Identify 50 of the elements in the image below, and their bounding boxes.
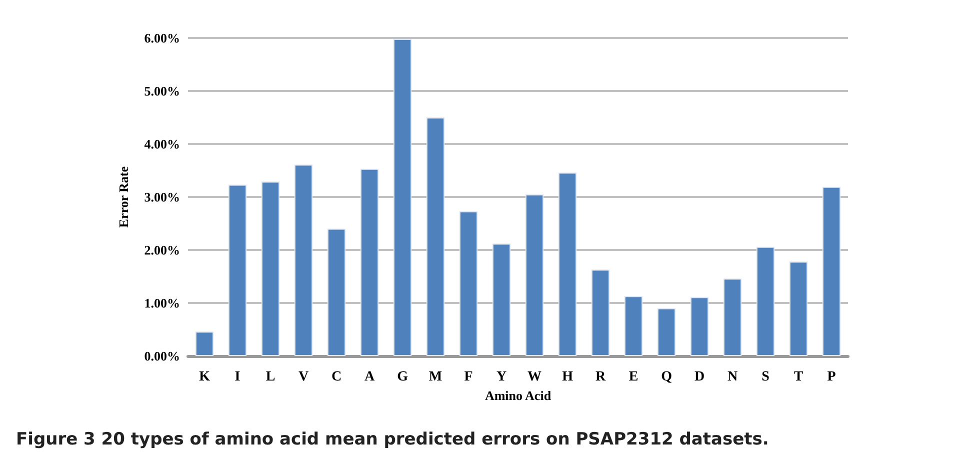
bar [822,186,841,356]
x-tick-label: T [794,370,804,384]
bar [228,184,247,356]
x-tick-label: C [331,370,342,384]
bar [360,168,379,356]
bar [294,164,313,356]
x-tick-label: Q [661,370,672,384]
x-tick-label: A [364,370,376,384]
x-tick-label: Y [496,370,507,384]
x-tick-label: P [827,370,836,384]
x-tick-label: K [199,370,210,384]
bar [558,172,577,356]
x-tick-label: G [397,370,408,384]
bar [657,308,676,356]
caption: Figure 3 20 types of amino acid mean predicted errors on PSAP2312 datasets. [16,430,769,450]
bar [624,296,643,356]
bar [426,118,445,356]
bar [789,262,808,356]
x-tick-label: E [628,370,638,384]
bar [756,246,775,356]
x-tick-label: L [266,370,276,384]
y-tick-label: 1.00% [144,296,180,310]
x-tick-label: M [428,370,442,384]
bar [327,228,346,356]
bar [393,39,412,356]
x-tick-label: D [694,370,705,384]
bar [723,278,742,356]
bar [690,297,709,356]
x-tick-label: W [528,370,542,384]
x-tick-label: V [298,370,309,384]
x-axis-title: Amino Acid [484,388,552,403]
x-tick-label: I [234,370,240,384]
bar [261,182,280,356]
x-tick-label: H [562,370,574,384]
x-tick-label: R [595,370,606,384]
y-tick-label: 2.00% [144,242,180,258]
bar [459,211,478,356]
x-tick-label: F [464,370,473,384]
y-tick-label: 6.00% [144,30,180,46]
y-axis-title: Error Rate [116,166,131,228]
bar [195,332,214,356]
bar [591,270,610,356]
y-tick-label: 4.00% [144,136,180,152]
x-tick-label: S [762,370,770,384]
bar [525,194,544,356]
bar [492,244,511,356]
y-tick-label: 5.00% [144,84,180,98]
y-tick-label: 3.00% [144,190,180,204]
x-tick-label: N [727,370,738,384]
y-tick-label: 0.00% [144,348,180,364]
